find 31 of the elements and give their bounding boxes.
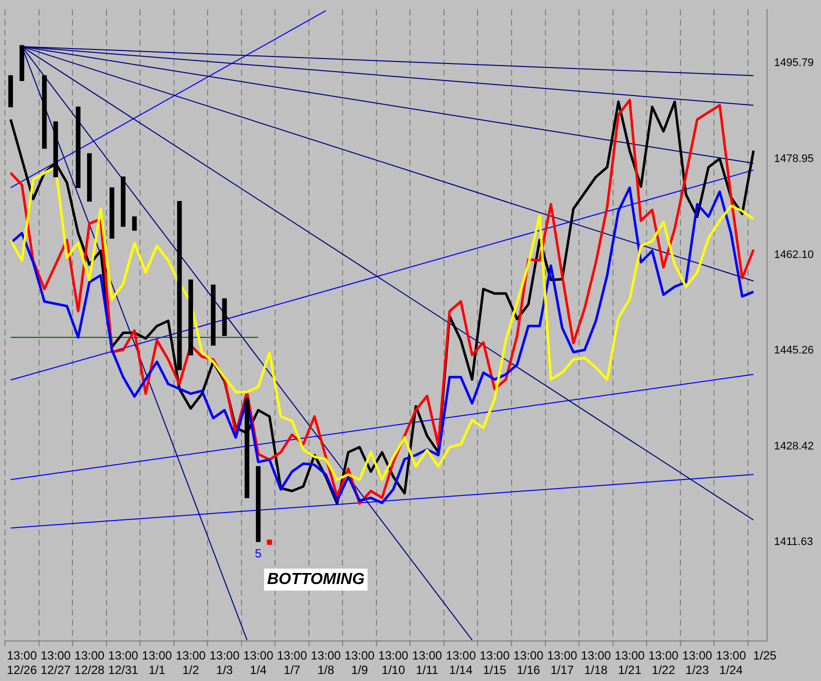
x-tick-label: 13:00 12/28 xyxy=(74,648,105,678)
x-tick-label: 13:00 1/23 xyxy=(682,648,713,678)
x-tick-label: 13:00 1/4 xyxy=(243,648,274,678)
x-tick-label: 13:00 1/1 xyxy=(142,648,172,678)
x-tick-label: 13:00 12/27 xyxy=(40,648,71,678)
x-tick-label: 13:00 1/7 xyxy=(277,648,308,678)
x-tick-label: 13:00 12/26 xyxy=(6,648,38,678)
x-tick-label: 13:00 1/11 xyxy=(412,648,442,678)
x-tick-label: 13:00 1/16 xyxy=(513,648,544,678)
y-tick-label: 1445.26 xyxy=(774,344,814,357)
x-tick-label: 13:00 1/14 xyxy=(446,648,476,678)
x-tick-label: 13:00 1/22 xyxy=(648,648,679,678)
x-tick-label: 13:00 1/9 xyxy=(344,648,375,678)
x-tick-label: 13:00 1/15 xyxy=(480,648,510,678)
y-tick-label: 1428.42 xyxy=(774,440,814,453)
annotation: 5 xyxy=(254,546,262,560)
annotation: BOTTOMING xyxy=(267,570,365,588)
x-tick-label: 13:00 1/18 xyxy=(580,648,612,678)
x-tick-label: 13:00 1/2 xyxy=(176,648,206,678)
x-tick-label: 13:00 1/8 xyxy=(310,648,342,678)
y-tick-label: 1462.10 xyxy=(774,248,814,261)
x-tick-label: 13:00 12/31 xyxy=(108,648,139,678)
x-tick-label: 1/25 xyxy=(753,648,777,663)
y-tick-label: 1411.63 xyxy=(774,536,813,548)
x-tick-label: 13:00 1/10 xyxy=(378,648,409,678)
x-tick-label: 13:00 1/21 xyxy=(614,648,646,678)
x-tick-label: 13:00 1/24 xyxy=(716,648,746,678)
y-tick-label: 1495.79 xyxy=(774,57,814,70)
x-tick-label: 13:00 1/17 xyxy=(547,648,578,678)
x-tick-label: 13:00 1/3 xyxy=(209,648,240,678)
y-tick-label: 1478.95 xyxy=(774,152,814,165)
